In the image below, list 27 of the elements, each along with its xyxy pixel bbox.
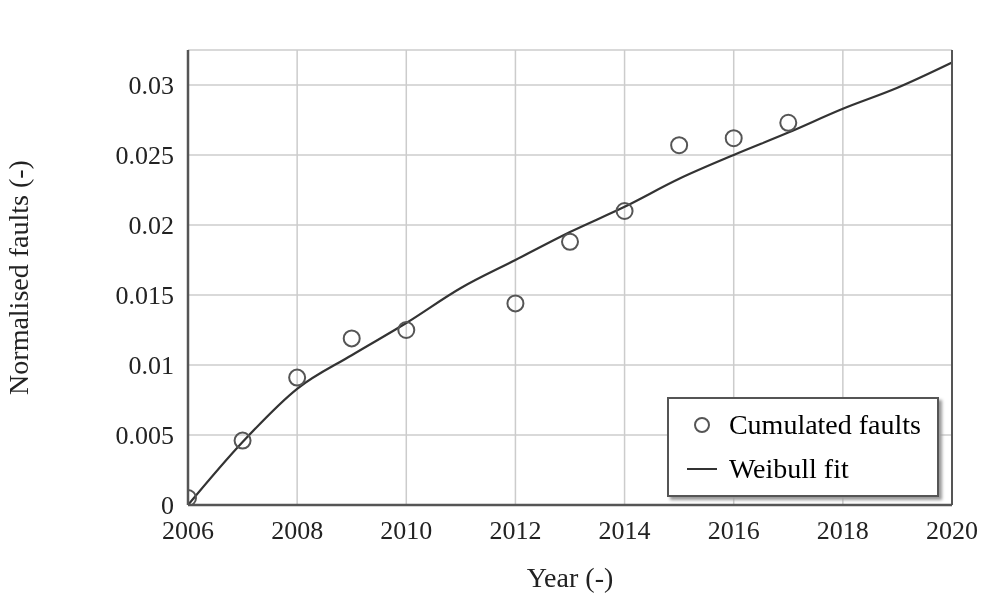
y-tick-label: 0.02 <box>128 211 174 241</box>
y-tick-label: 0.025 <box>115 141 174 171</box>
y-tick-label: 0.03 <box>128 71 174 101</box>
x-tick-label: 2014 <box>598 516 651 546</box>
x-axis-title: Year (-) <box>526 562 614 593</box>
x-tick-label: 2012 <box>489 516 542 546</box>
point <box>233 431 252 450</box>
y-axis-title: Normalised faults (-) <box>2 160 34 395</box>
y-tick-label: 0.01 <box>128 351 174 381</box>
point <box>342 329 361 348</box>
point <box>670 136 689 155</box>
x-tick-label: 2010 <box>380 516 433 546</box>
y-tick-label: 0.015 <box>115 281 174 311</box>
point <box>288 368 307 387</box>
x-tick-label: 2008 <box>271 516 324 546</box>
point <box>561 232 579 251</box>
legend-label: Cumulated faults <box>728 408 921 442</box>
point <box>615 202 634 220</box>
point <box>506 294 525 313</box>
x-tick-label: 2016 <box>707 516 760 546</box>
legend-label: Weibull fit <box>728 452 849 486</box>
x-tick-label: 2018 <box>816 516 869 546</box>
x-tick-label: 2020 <box>926 516 978 546</box>
point <box>779 113 798 132</box>
y-tick-label: 0.005 <box>115 421 174 451</box>
point <box>397 321 416 339</box>
point <box>724 129 743 148</box>
